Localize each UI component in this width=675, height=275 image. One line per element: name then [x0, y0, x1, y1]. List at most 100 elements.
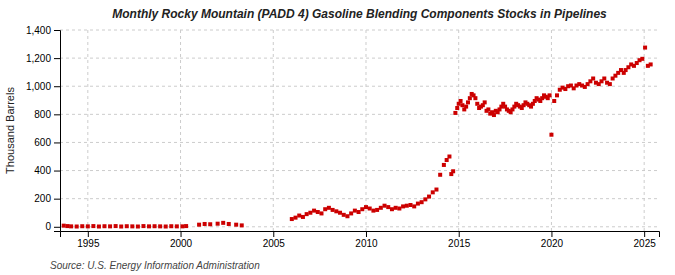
point — [438, 173, 442, 177]
tick-mark — [181, 231, 182, 237]
point — [327, 206, 331, 210]
title: Monthly Rocky Mountain (PADD 4) Gasoline… — [112, 7, 607, 21]
point — [227, 222, 231, 226]
point — [423, 197, 427, 201]
point — [492, 113, 496, 117]
point — [62, 224, 66, 228]
chart: 1995200020052010201520202025020040060080… — [0, 0, 675, 275]
point — [397, 207, 401, 211]
tick: 800 — [34, 109, 60, 120]
tick: 200 — [34, 193, 60, 204]
point — [475, 102, 479, 106]
tick-label: 400 — [34, 165, 51, 176]
point — [338, 211, 342, 215]
tick-mark — [366, 231, 367, 237]
point — [455, 106, 459, 110]
point — [442, 163, 446, 167]
grid-line — [60, 142, 659, 143]
point — [431, 190, 435, 194]
point — [175, 224, 179, 228]
point — [427, 195, 431, 199]
tick-mark — [54, 86, 60, 87]
point — [169, 224, 173, 228]
tick-label: 0 — [45, 221, 51, 232]
tick-mark — [54, 114, 60, 115]
point — [555, 93, 559, 97]
tick-label: 1,400 — [26, 25, 51, 36]
point — [65, 224, 69, 228]
point — [453, 111, 457, 115]
point — [591, 76, 595, 80]
grid — [60, 30, 659, 231]
point — [91, 224, 95, 228]
tick: 1,200 — [26, 53, 60, 64]
tick-label: 2010 — [355, 238, 378, 249]
point — [357, 210, 361, 214]
tick-mark — [54, 227, 60, 228]
point — [464, 105, 468, 109]
point — [412, 204, 416, 208]
point — [548, 93, 552, 97]
point — [114, 224, 118, 228]
point — [208, 222, 212, 226]
tick-mark — [459, 231, 460, 237]
point — [408, 203, 412, 207]
point — [420, 200, 424, 204]
grid-line — [180, 30, 181, 231]
grid-line — [60, 198, 659, 199]
point — [158, 224, 162, 228]
point — [103, 224, 107, 228]
point — [468, 96, 472, 100]
point — [345, 214, 349, 218]
point — [401, 204, 405, 208]
tick-label: 2005 — [263, 238, 286, 249]
point — [342, 213, 346, 217]
point — [136, 225, 140, 229]
point — [312, 209, 316, 213]
point — [319, 211, 323, 215]
y-axis-title: Thousand Barrels — [4, 87, 16, 174]
tick: 1,000 — [26, 81, 60, 92]
point — [364, 205, 368, 209]
point — [416, 202, 420, 206]
point — [184, 224, 188, 228]
point — [349, 211, 353, 215]
point — [297, 214, 301, 218]
point — [360, 207, 364, 211]
point — [451, 169, 455, 173]
point — [602, 76, 606, 80]
point — [334, 209, 338, 213]
point — [153, 224, 157, 228]
tick-label: 1,200 — [26, 53, 51, 64]
point — [466, 100, 470, 104]
point — [141, 224, 145, 228]
point — [301, 215, 305, 219]
point — [197, 223, 201, 227]
grid-line — [87, 30, 88, 231]
point — [294, 216, 298, 220]
point — [371, 209, 375, 213]
point — [323, 207, 327, 211]
tick: 0 — [45, 221, 60, 232]
tick-label: 1995 — [77, 238, 100, 249]
tick-label: 2015 — [448, 238, 471, 249]
tick: 2005 — [263, 231, 286, 249]
tick-mark — [54, 142, 60, 143]
tick-label: 2025 — [634, 238, 657, 249]
point — [434, 188, 438, 192]
tick-mark — [54, 171, 60, 172]
plot-area: 1995200020052010201520202025020040060080… — [26, 25, 660, 249]
tick-label: 2020 — [541, 238, 564, 249]
grid-line — [551, 30, 552, 231]
tick: 1995 — [77, 231, 100, 249]
tick: 2020 — [541, 231, 564, 249]
point — [483, 100, 487, 104]
tick: 2010 — [355, 231, 378, 249]
point — [305, 212, 309, 216]
point — [390, 207, 394, 211]
points — [62, 46, 653, 229]
point — [549, 133, 553, 137]
point — [86, 224, 90, 228]
tick: 2025 — [634, 231, 657, 249]
grid-line — [60, 58, 659, 59]
